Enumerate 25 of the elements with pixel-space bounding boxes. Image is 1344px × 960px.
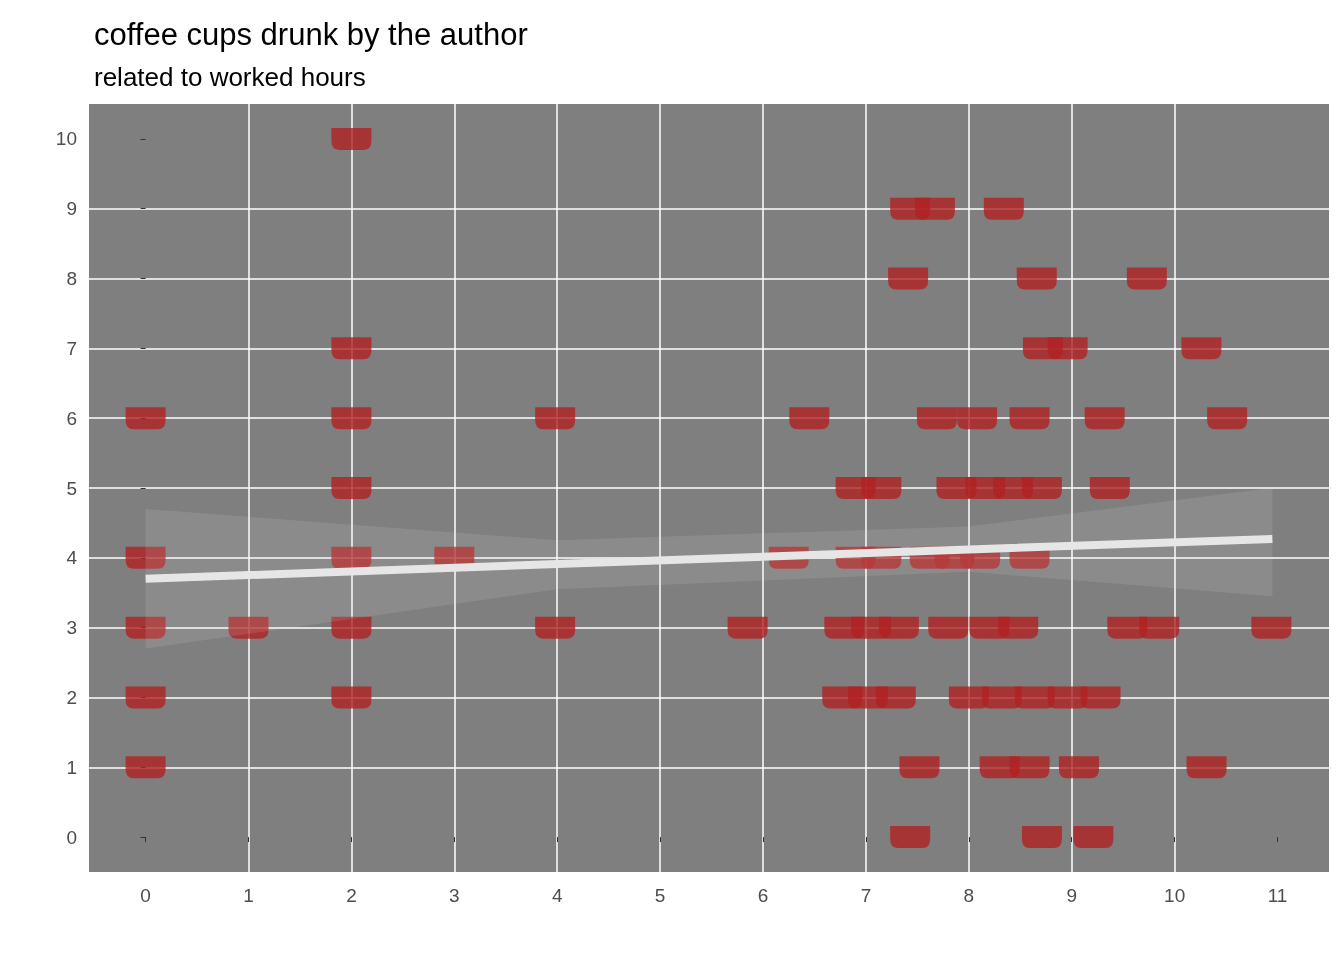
x-tick-label: 1 <box>243 885 254 906</box>
y-tick-label: 3 <box>66 617 77 639</box>
y-tick-label: 10 <box>55 128 77 150</box>
y-tick-label: 8 <box>66 268 77 290</box>
x-tick-label: 7 <box>860 885 872 906</box>
y-tick-label: 9 <box>66 198 77 220</box>
x-tick-label: 9 <box>1066 885 1078 906</box>
x-tick-label: 5 <box>654 885 666 906</box>
x-tick-label: 10 <box>1164 885 1186 906</box>
chart-title: coffee cups drunk by the author <box>94 17 528 52</box>
x-tick-label: 4 <box>551 885 563 906</box>
x-tick-label: 6 <box>757 885 769 906</box>
y-tick-label: 1 <box>66 756 77 778</box>
y-tick-label: 5 <box>66 477 77 499</box>
y-tick-label: 0 <box>66 826 77 848</box>
x-tick-label: 8 <box>963 885 975 906</box>
y-tick-label: 7 <box>66 337 77 359</box>
x-tick-label: 3 <box>449 885 460 906</box>
x-tick-label: 0 <box>140 885 151 906</box>
y-tick-label: 6 <box>66 407 77 429</box>
y-tick-label: 4 <box>66 547 78 569</box>
chart-subtitle: related to worked hours <box>94 62 366 92</box>
x-tick-label: 11 <box>1267 885 1288 906</box>
x-tick-label: 2 <box>346 885 357 906</box>
y-tick-label: 2 <box>66 686 77 708</box>
